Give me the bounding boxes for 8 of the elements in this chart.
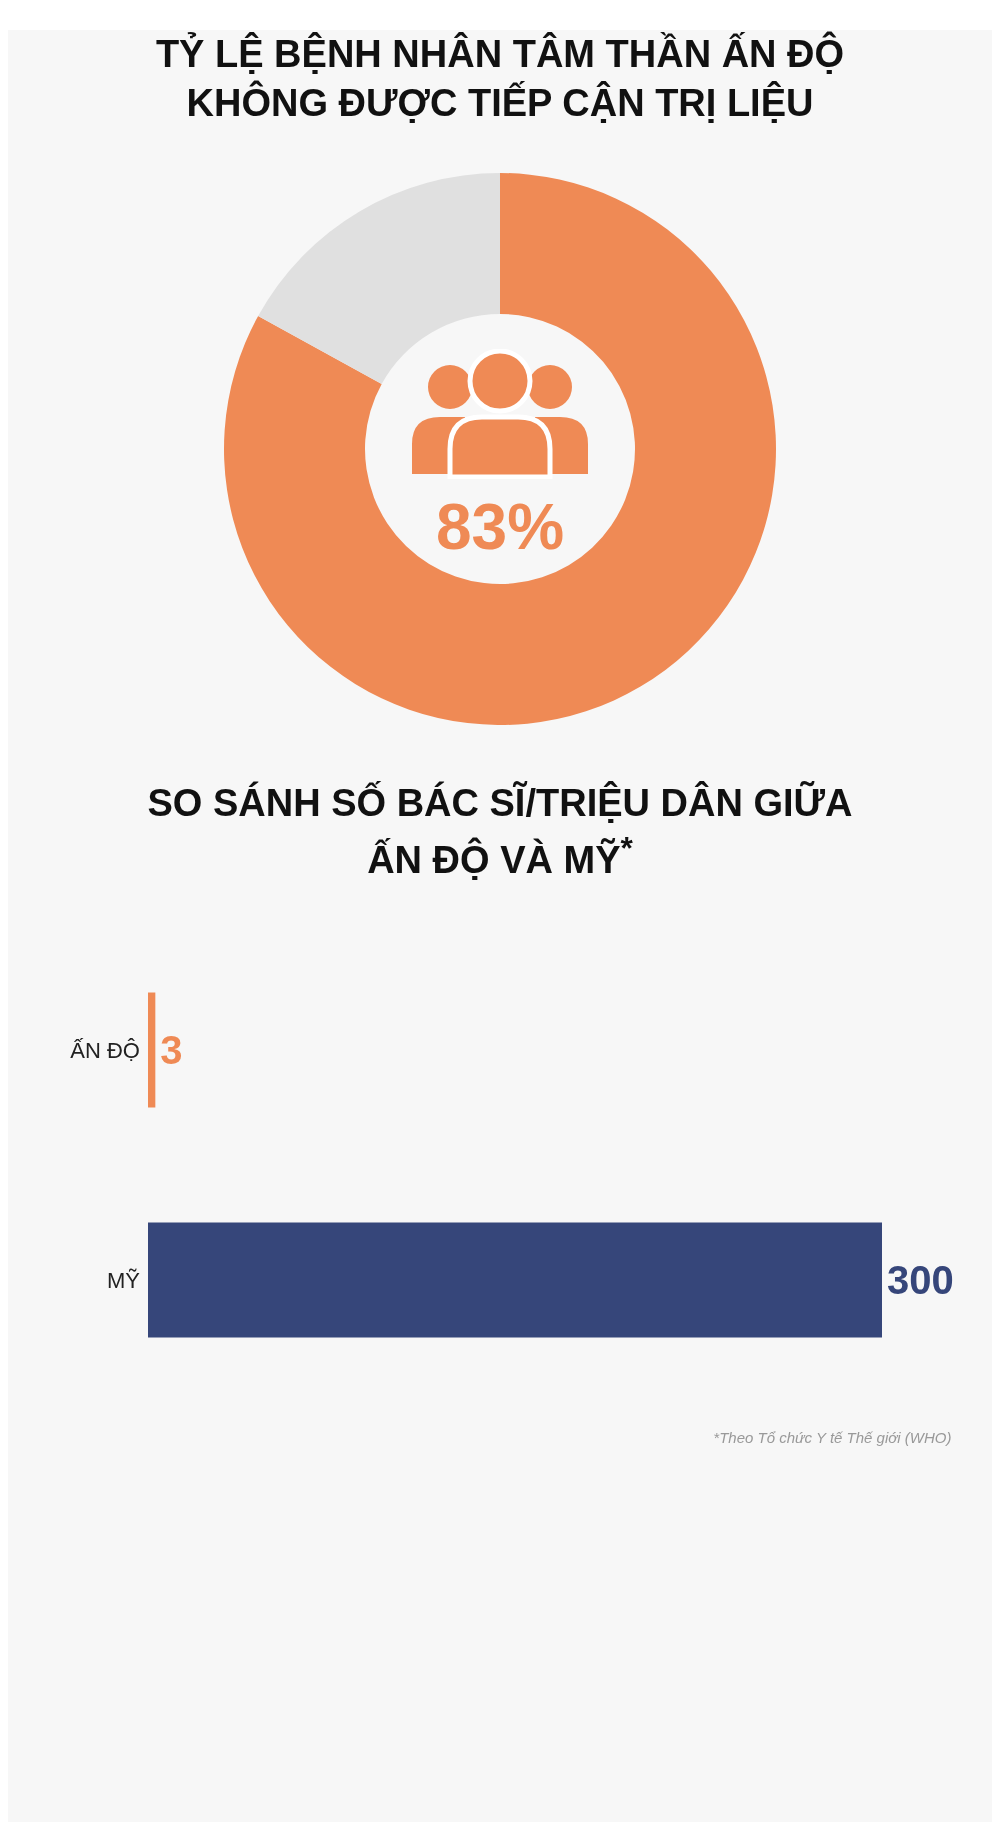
data-label: 300 — [887, 1258, 954, 1303]
data-label: 83% — [435, 490, 565, 563]
text: *Theo Tổ chức Y tế Thế giới (WHO) — [713, 1429, 952, 1447]
y-tick-label: MỸ — [107, 1267, 141, 1293]
data-label: 3 — [160, 1028, 183, 1073]
y-tick-label: ẤN ĐỘ — [70, 1037, 140, 1063]
chart-title: SO SÁNH SỐ BÁC SĨ/TRIỆU DÂN GIỮA ẤN ĐỘ VÀ MỸ$^{*}$ — [146, 780, 854, 883]
chart-title: TỶ LỆ BỆNH NHÂN TÂM THẦN ẤN ĐỘ KHÔNG ĐƯỢC TIẾP CẬN TRỊ LIỆU — [154, 30, 846, 127]
